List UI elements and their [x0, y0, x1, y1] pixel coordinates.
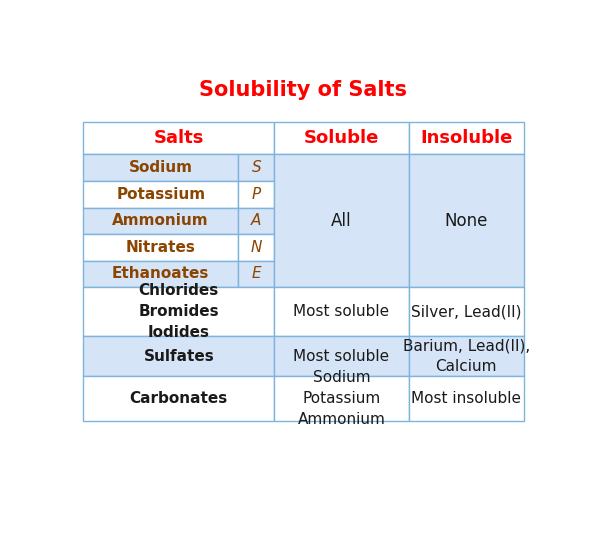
- Bar: [408, 122, 524, 155]
- Text: Soluble: Soluble: [304, 130, 379, 147]
- Bar: [83, 155, 238, 181]
- Bar: [274, 336, 408, 376]
- Bar: [274, 155, 408, 287]
- Bar: [238, 207, 274, 234]
- Bar: [408, 155, 524, 287]
- Text: Most soluble: Most soluble: [294, 304, 390, 319]
- Text: Insoluble: Insoluble: [420, 130, 512, 147]
- Text: All: All: [331, 212, 352, 230]
- Text: Sulfates: Sulfates: [143, 349, 214, 364]
- Bar: [408, 287, 524, 336]
- Text: Most soluble: Most soluble: [294, 349, 390, 364]
- Text: N: N: [250, 240, 262, 255]
- Text: Sodium: Sodium: [128, 160, 192, 175]
- Bar: [83, 261, 238, 287]
- Bar: [83, 207, 238, 234]
- Text: Chlorides
Bromides
Iodides: Chlorides Bromides Iodides: [139, 284, 219, 340]
- Text: P: P: [252, 187, 261, 202]
- Text: Potassium: Potassium: [116, 187, 205, 202]
- Bar: [83, 376, 274, 421]
- Bar: [238, 181, 274, 207]
- Text: A: A: [251, 214, 262, 229]
- Text: Barium, Lead(II),
Calcium: Barium, Lead(II), Calcium: [403, 339, 530, 374]
- Bar: [238, 261, 274, 287]
- Bar: [274, 287, 408, 336]
- Text: Ammonium: Ammonium: [112, 214, 209, 229]
- Text: None: None: [445, 212, 488, 230]
- Text: Nitrates: Nitrates: [126, 240, 195, 255]
- Text: Carbonates: Carbonates: [130, 391, 228, 406]
- Text: E: E: [252, 266, 261, 281]
- Text: Solubility of Salts: Solubility of Salts: [200, 80, 407, 100]
- Bar: [238, 155, 274, 181]
- Text: Ethanoates: Ethanoates: [112, 266, 210, 281]
- Text: Sodium
Potassium
Ammonium: Sodium Potassium Ammonium: [298, 370, 385, 427]
- Bar: [274, 122, 408, 155]
- Text: Silver, Lead(II): Silver, Lead(II): [411, 304, 522, 319]
- Bar: [238, 234, 274, 261]
- Text: Salts: Salts: [153, 130, 204, 147]
- Bar: [408, 336, 524, 376]
- Bar: [83, 181, 238, 207]
- Bar: [83, 122, 274, 155]
- Text: Most insoluble: Most insoluble: [411, 391, 521, 406]
- Bar: [83, 234, 238, 261]
- Bar: [408, 376, 524, 421]
- Text: S: S: [252, 160, 261, 175]
- Bar: [83, 287, 274, 336]
- Bar: [83, 336, 274, 376]
- Bar: [274, 376, 408, 421]
